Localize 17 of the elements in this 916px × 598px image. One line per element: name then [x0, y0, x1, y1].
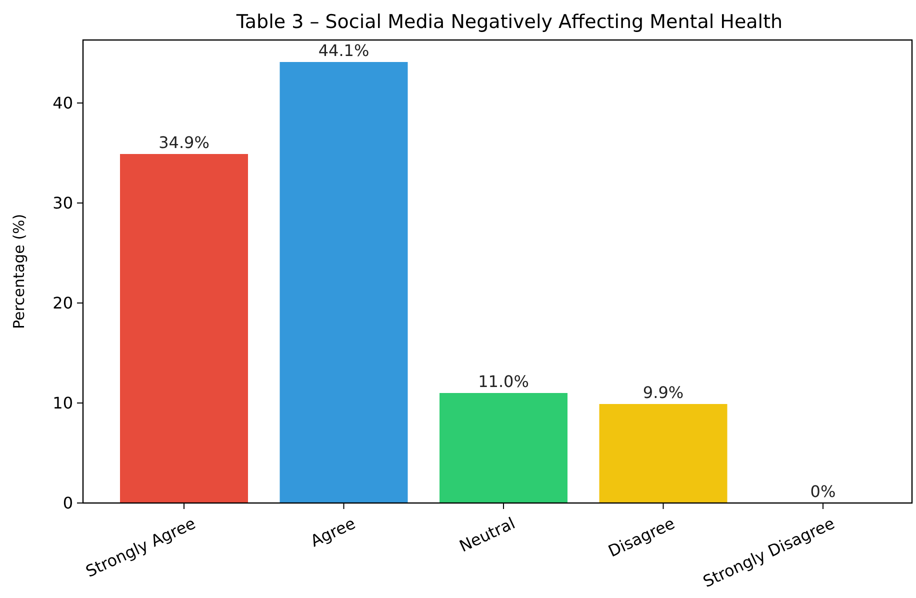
data-label: 0%	[810, 482, 836, 501]
data-label: 44.1%	[318, 41, 370, 60]
bar	[280, 62, 408, 503]
y-tick-label: 0	[62, 494, 73, 513]
y-tick-label: 10	[52, 394, 73, 413]
bar	[120, 154, 248, 503]
x-tick-label: Agree	[308, 514, 358, 551]
bar	[599, 404, 728, 503]
y-axis-title: Percentage (%)	[10, 214, 28, 330]
y-tick-label: 30	[52, 194, 73, 213]
bar	[440, 393, 568, 503]
data-label: 34.9%	[158, 133, 210, 152]
chart-title: Table 3 – Social Media Negatively Affecting Mental Health	[235, 11, 783, 33]
data-label: 11.0%	[478, 372, 529, 391]
data-label: 9.9%	[642, 383, 684, 402]
y-tick-label: 40	[52, 94, 73, 113]
y-tick-label: 20	[52, 294, 73, 313]
